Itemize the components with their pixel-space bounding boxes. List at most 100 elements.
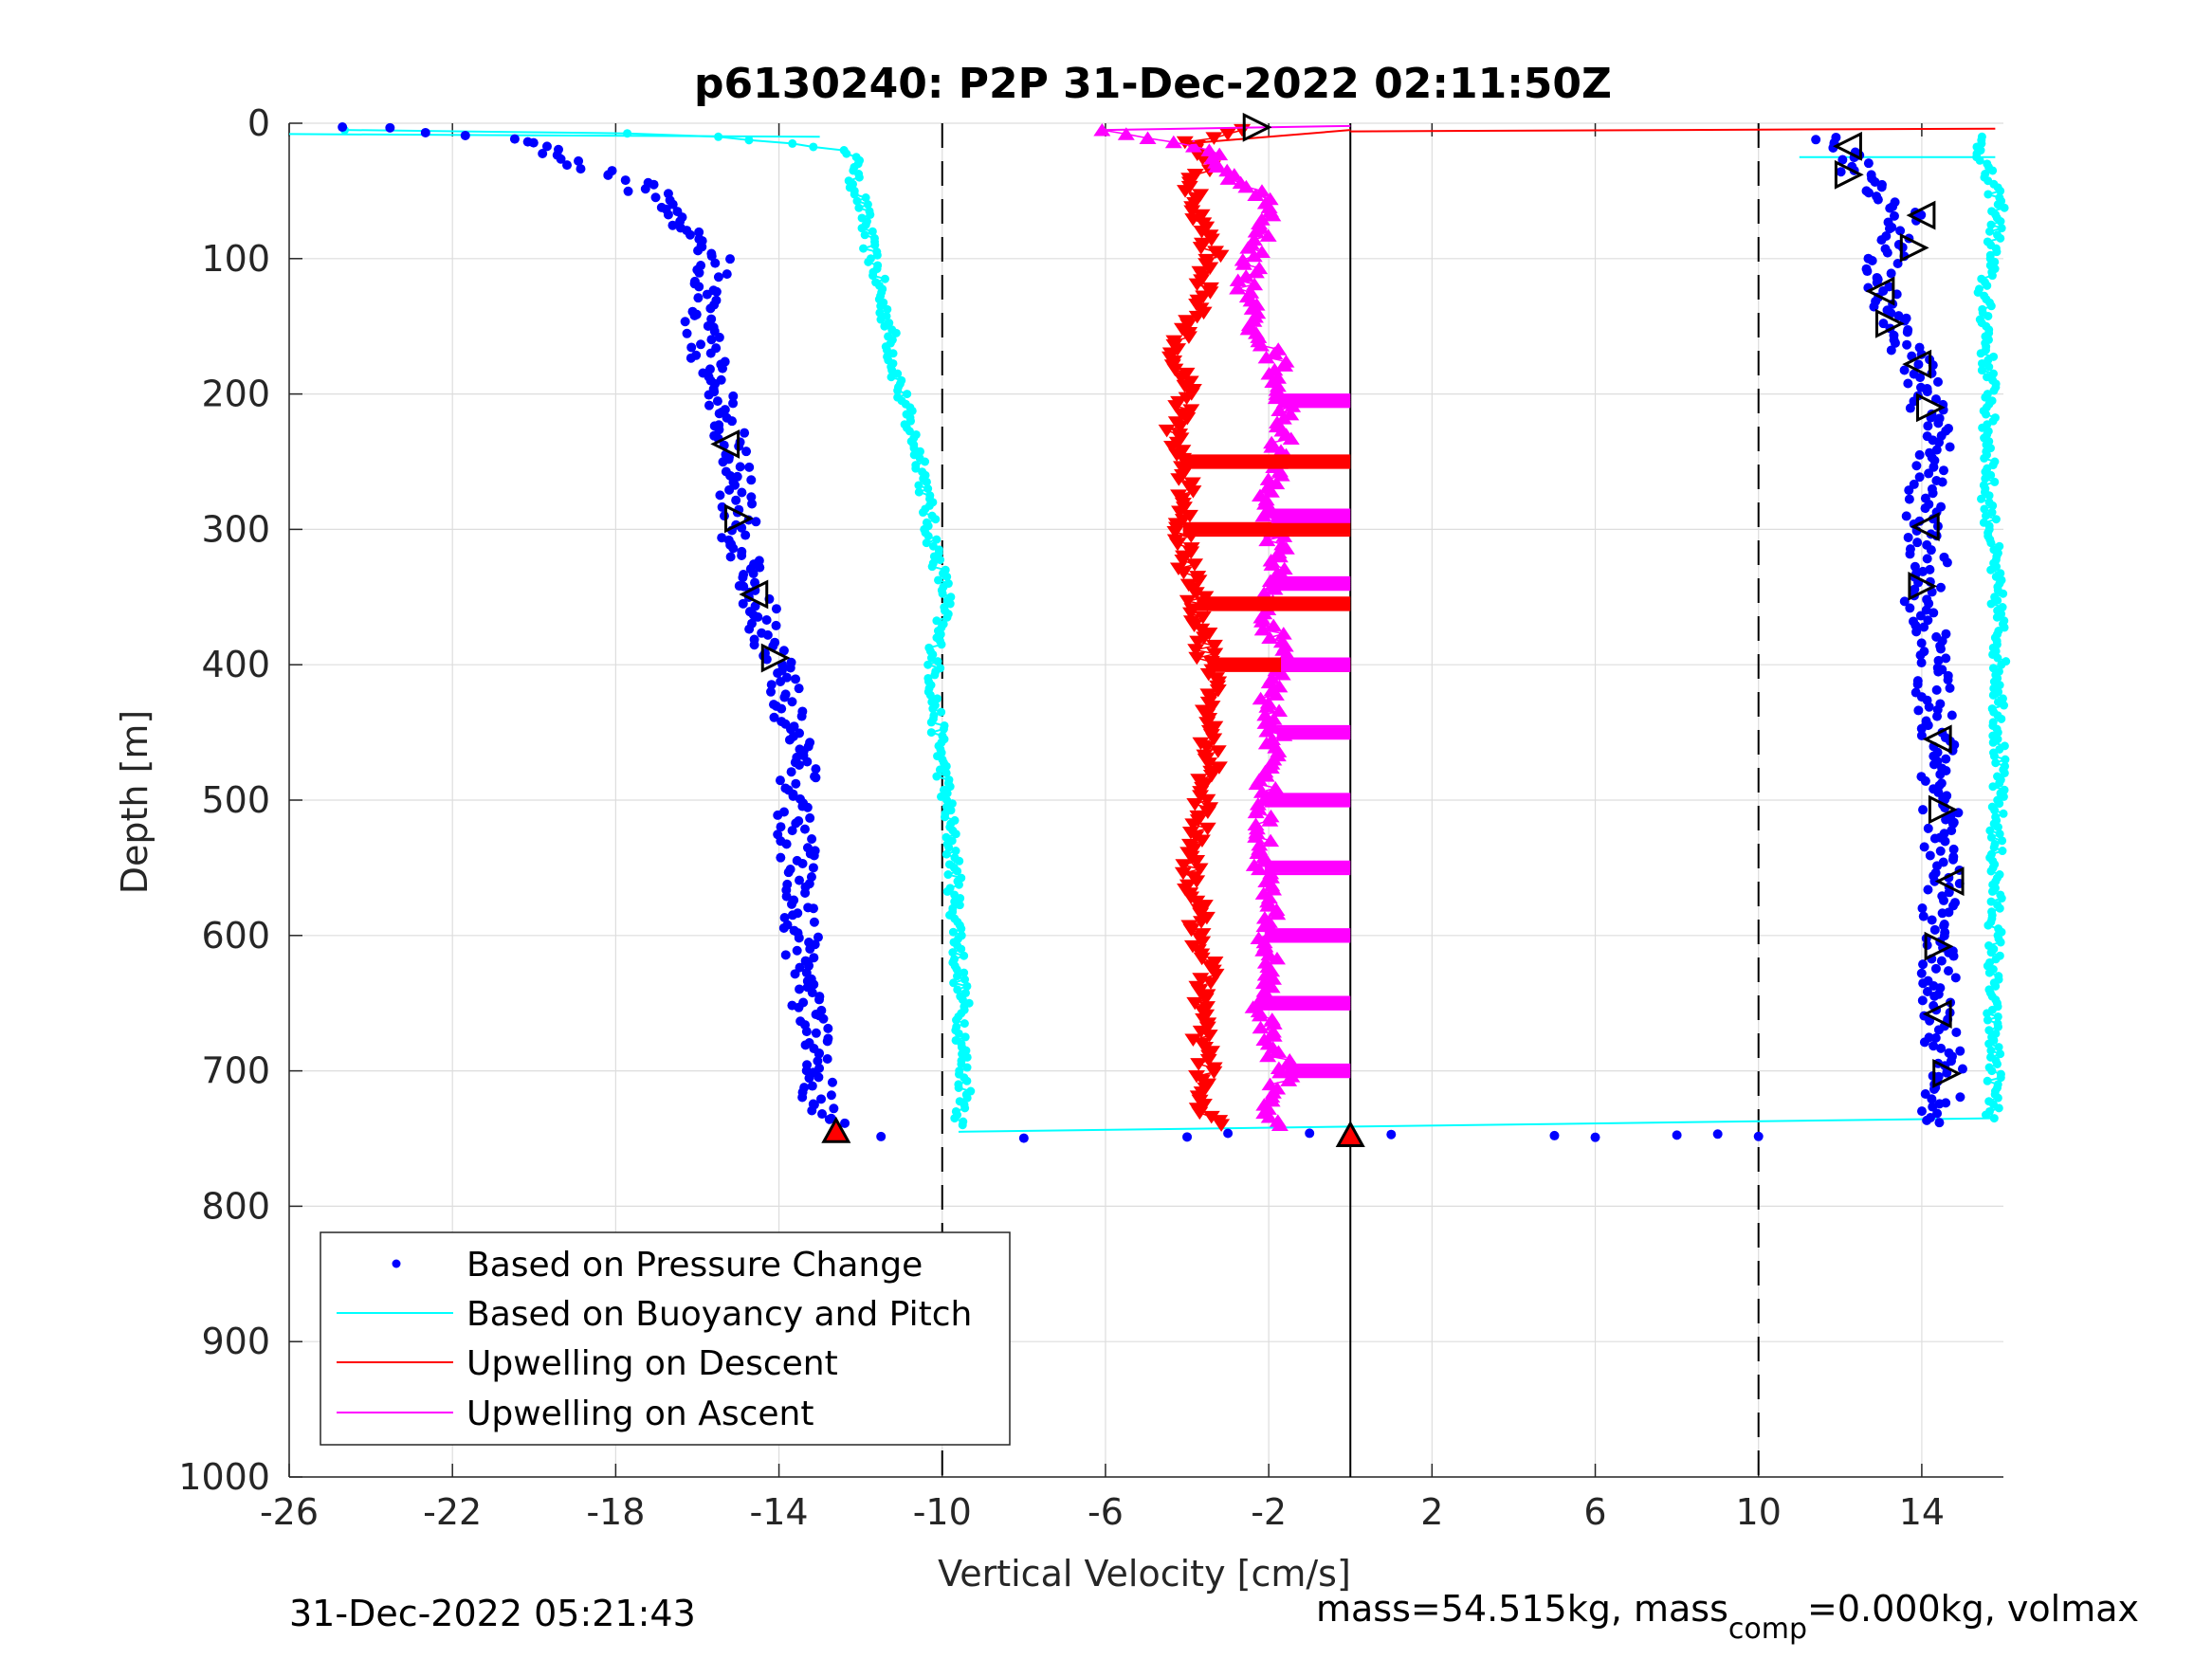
series-upwelling-ascent-marker [1265,1029,1283,1042]
series-upwelling-ascent-marker [1263,440,1281,453]
series-pressure-point [1945,683,1955,693]
series-buoyancy-point [1983,1076,1992,1085]
series-upwelling-descent-marker [1198,822,1216,836]
series-buoyancy-point [1977,494,1986,503]
series-pressure-point [804,1073,814,1084]
series-pressure-point [1933,655,1944,665]
series-buoyancy-point [854,203,864,212]
series-buoyancy-point [1993,200,2002,210]
series-buoyancy-point [914,481,923,490]
series-buoyancy-point [1994,1043,2003,1052]
series-buoyancy-point [958,1121,967,1130]
series-upwelling-descent-marker [1202,233,1220,247]
series-buoyancy-point [1986,220,1996,229]
series-pressure-point [538,148,548,158]
series-buoyancy-point [953,866,962,876]
series-pressure-point [1916,968,1927,978]
series-upwelling-ascent-marker [1265,712,1283,725]
series-pressure-point [794,759,804,770]
upwelling-ascent-surface-line [1105,124,1351,132]
series-buoyancy-point [1997,224,2006,233]
series-pressure-point [794,933,804,943]
series-pressure-point [766,686,777,697]
series-buoyancy-point [955,901,964,910]
series-buoyancy-point [876,315,886,324]
series-buoyancy-point [926,718,936,727]
series-buoyancy-point [1988,738,1998,747]
series-pressure-point [1915,650,1926,661]
series-upwelling-descent-marker [1205,1066,1223,1080]
series-pressure-point [809,917,819,927]
series-pressure-point [1955,1046,1965,1056]
series-pressure-point [1929,608,1939,618]
series-pressure-point [713,272,723,283]
series-pressure-point [771,604,781,614]
marker-triangle-left [1922,724,1952,755]
series-buoyancy-point [1983,1015,1992,1025]
series-buoyancy-point [1986,948,1996,957]
series-pressure-point [663,210,673,220]
series-pressure-point [460,130,470,140]
series-pressure-point [728,391,739,401]
series-pressure-point [744,462,755,472]
series-upwelling-ascent-marker [1247,264,1265,279]
series-buoyancy-point [868,271,878,281]
series-buoyancy-point [1992,612,2002,622]
series-pressure-point [1936,582,1947,592]
series-pressure-point [1929,924,1940,935]
series-buoyancy-point [1988,166,1998,175]
series-upwelling-ascent-marker [1271,549,1289,563]
series-buoyancy-point [944,843,954,852]
series-buoyancy-point [1982,410,1991,419]
series-pressure-point [1929,991,1940,1001]
series-pressure-point [722,269,732,280]
series-buoyancy-point [1996,1049,2005,1059]
series-pressure-point [1947,854,1958,865]
y-tick-label: 100 [201,238,270,280]
y-axis-label: Depth [m] [114,710,155,895]
series-pressure-point [811,1028,821,1038]
series-buoyancy-point [870,241,880,250]
series-pressure-point [775,775,785,786]
series-upwelling-ascent-marker [1263,557,1281,571]
series-pressure-point [787,826,797,836]
x-tick-label: -14 [750,1491,809,1533]
series-buoyancy-point [962,1063,972,1072]
series-buoyancy-point [1993,1059,2002,1068]
series-pressure-point [620,175,631,186]
series-upwelling-descent-marker [1158,424,1176,438]
series-pressure-point [1882,247,1892,258]
series-buoyancy-surface-line [288,133,820,138]
series-upwelling-ascent-marker [1253,614,1271,628]
footer-mass-subscript: comp [1728,1613,1807,1646]
series-upwelling-ascent-marker [1247,805,1265,819]
series-pressure-point [1935,644,1946,654]
series-pressure-point [714,409,724,419]
series-buoyancy-point [960,975,970,984]
series-buoyancy-point [880,321,889,331]
marker-triangle-right [1932,1059,1963,1088]
series-upwelling-ascent-marker [1259,899,1277,912]
series-pressure-point [1918,959,1929,970]
series-buoyancy-point [1983,921,1993,930]
series-pressure-point [1941,814,1951,825]
series-pressure-point [509,134,520,144]
series-buoyancy-point [926,653,936,663]
series-pressure-point [780,950,791,960]
series-upwelling-ascent-marker [1268,951,1286,965]
series-pressure-point [778,646,789,656]
series-pressure-point [623,186,633,196]
series-pressure-point [1889,210,1899,221]
series-upwelling-ascent-marker [1267,391,1285,405]
series-buoyancy-point [945,782,955,792]
x-axis-label: Vertical Velocity [cm/s] [938,1553,1351,1595]
series-pressure-point [1938,895,1948,905]
series-buoyancy-point [880,274,889,283]
series-pressure-point [822,1054,832,1065]
series-buoyancy-point [1999,589,2008,598]
series-pressure-point [826,1090,836,1101]
series-pressure-point [1916,723,1927,734]
series-pressure-point [1918,911,1929,921]
series-buoyancy-point [953,972,962,981]
series-pressure-point [751,517,761,527]
